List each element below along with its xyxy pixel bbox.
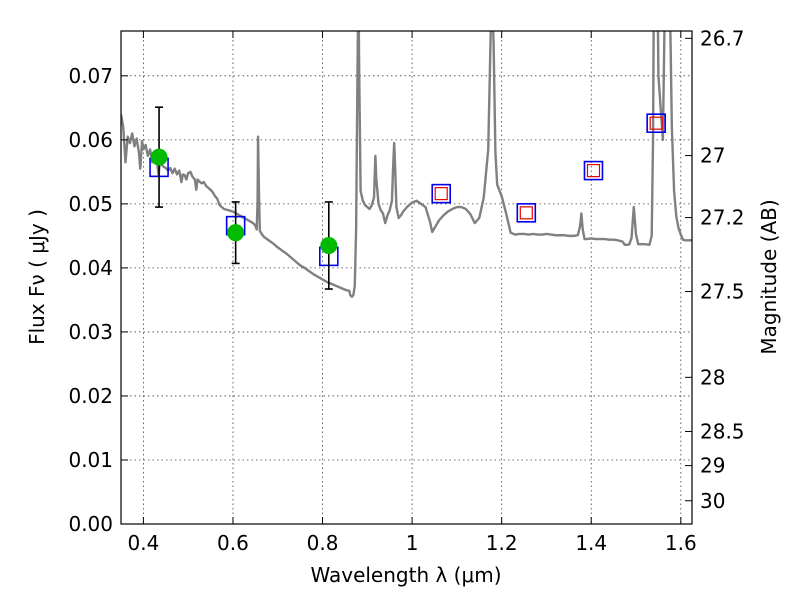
model-point-inner: [586, 163, 601, 178]
model-point-inner: [649, 116, 663, 130]
y2-tick-label: 27.5: [700, 280, 745, 304]
y2-tick-label: 30: [700, 489, 725, 513]
x-tick-label: 0.8: [307, 531, 339, 555]
observed-point: [227, 224, 245, 242]
x-tick-label: 1.6: [665, 531, 697, 555]
grid: [121, 31, 692, 525]
model-point-inner: [434, 187, 448, 201]
x-tick-label: 0.4: [127, 531, 159, 555]
observed-point: [320, 236, 338, 254]
y-tick-label: 0.06: [68, 128, 113, 152]
y-tick-label: 0.04: [68, 256, 113, 280]
model-point: [516, 203, 537, 223]
y2-tick-label: 28: [700, 365, 725, 389]
model-point: [431, 183, 452, 204]
y2-tick-label: 27: [700, 144, 725, 168]
y2-tick-label: 28.5: [700, 419, 745, 443]
model-point: [583, 160, 604, 181]
x-tick-label: 1.2: [486, 531, 518, 555]
y-tick-label: 0.01: [68, 448, 113, 472]
y2-axis-label: Magnitude (AB): [757, 199, 781, 354]
template-spectrum-line: [121, 31, 692, 298]
axis-ticks: [121, 31, 692, 525]
x-tick-label: 1: [406, 531, 419, 555]
model-point: [646, 113, 666, 133]
y-tick-label: 0.00: [68, 512, 113, 536]
y-tick-label: 0.05: [68, 192, 113, 216]
model-point-inner: [519, 206, 533, 220]
y-tick-label: 0.07: [68, 64, 113, 88]
x-tick-labels: 0.4 0.6 0.8 1 1.2 1.4 1.6: [127, 531, 696, 555]
y2-tick-labels: 26.7 27 27.2 27.5 28 28.5 29 30: [700, 26, 745, 512]
observed-points: [150, 106, 338, 290]
y2-tick-label: 29: [700, 454, 725, 478]
model-points: [149, 113, 666, 267]
x-tick-label: 1.4: [575, 531, 607, 555]
y-tick-label: 0.02: [68, 384, 113, 408]
plot-frame: [120, 30, 693, 525]
x-tick-label: 0.6: [217, 531, 249, 555]
y2-tick-label: 26.7: [700, 26, 745, 50]
y-tick-label: 0.03: [68, 320, 113, 344]
y-axis-label: Flux Fν ( μJy ): [25, 209, 49, 345]
y-tick-labels: 0.00 0.01 0.02 0.03 0.04 0.05 0.06 0.07: [68, 64, 113, 536]
x-axis-label: Wavelength λ (μm): [310, 563, 501, 587]
y2-tick-label: 27.2: [700, 206, 745, 230]
observed-point: [150, 148, 168, 166]
template-spectrum: [121, 31, 692, 298]
